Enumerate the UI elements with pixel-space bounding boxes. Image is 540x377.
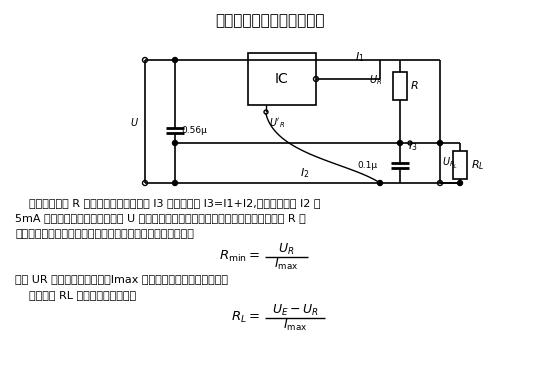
- Text: $I_2$: $I_2$: [300, 166, 310, 180]
- Circle shape: [172, 58, 178, 63]
- Circle shape: [172, 181, 178, 185]
- Circle shape: [172, 141, 178, 146]
- Text: 0.56μ: 0.56μ: [181, 126, 207, 135]
- Text: 式中 UR 为集成电路稳压值，Imax 为集成电路最大允许电流值。: 式中 UR 为集成电路稳压值，Imax 为集成电路最大允许电流值。: [15, 274, 228, 285]
- Text: $U$: $U$: [130, 115, 139, 127]
- Text: $U_E-U_R$: $U_E-U_R$: [272, 303, 319, 318]
- Circle shape: [457, 181, 462, 185]
- Bar: [248, 53, 316, 105]
- Text: 0.1μ: 0.1μ: [358, 161, 378, 170]
- Text: $U'_R$: $U'_R$: [269, 116, 285, 130]
- Text: 该电路中电阻 R 的大小将决定恒定电流 I3 的大小。但 I3=I1+I2,其中静态电流 I2 为: 该电路中电阻 R 的大小将决定恒定电流 I3 的大小。但 I3=I1+I2,其中…: [15, 198, 321, 208]
- Circle shape: [397, 141, 402, 146]
- Text: R: R: [411, 81, 418, 91]
- Bar: [393, 72, 407, 100]
- Text: 5mA 左右。电路的设计要使电压 U 不超过集成电路最大允许值。决定电流大小的电阻 R 的: 5mA 左右。电路的设计要使电压 U 不超过集成电路最大允许值。决定电流大小的电…: [15, 213, 306, 224]
- Text: IC: IC: [275, 72, 289, 86]
- Text: $U_R$: $U_R$: [369, 73, 382, 87]
- Text: $R_L$: $R_L$: [471, 158, 484, 172]
- Text: $R_L=$: $R_L=$: [231, 310, 260, 325]
- Circle shape: [377, 181, 382, 185]
- Text: $I_{\max}$: $I_{\max}$: [283, 318, 307, 333]
- Text: $I_{\max}$: $I_{\max}$: [274, 257, 299, 272]
- Text: $U_R$: $U_R$: [278, 242, 295, 257]
- Circle shape: [437, 141, 442, 146]
- Text: $I_1$: $I_1$: [355, 50, 364, 64]
- Text: 采用集成稳压电路的恒流源: 采用集成稳压电路的恒流源: [215, 13, 325, 28]
- Text: $U_{R_L}$: $U_{R_L}$: [442, 155, 458, 170]
- Text: $I_3$: $I_3$: [408, 139, 417, 153]
- Text: 选择要能保证不使集成电路电流超过最大允许的负载电流，即: 选择要能保证不使集成电路电流超过最大允许的负载电流，即: [15, 229, 194, 239]
- Text: 负载电阻 RL 的选择要满足关系：: 负载电阻 RL 的选择要满足关系：: [15, 290, 136, 300]
- Text: $R_{\min}=$: $R_{\min}=$: [219, 249, 260, 264]
- Bar: [453, 151, 467, 179]
